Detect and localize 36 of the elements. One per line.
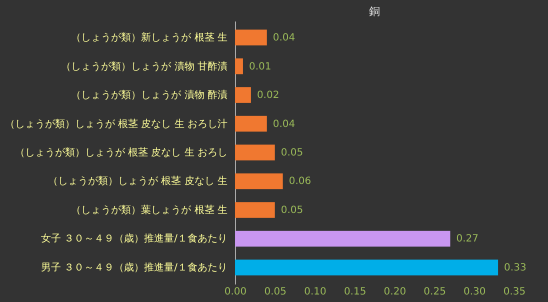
y-tick-label: （しょうが類）しょうが 根茎 皮なし 生 おろし汁: [4, 118, 228, 130]
x-tick-label: 0.35: [503, 286, 526, 298]
y-tick-label: （しょうが類）しょうが 根茎 皮なし 生: [48, 175, 228, 188]
data-label: 0.33: [504, 262, 526, 274]
bar: [235, 173, 283, 190]
y-tick-label: 男子 ３０～４９（歳）推進量/１食あたり: [40, 261, 228, 274]
y-tick-label: （しょうが類）しょうが 漬物 酢漬: [71, 89, 228, 102]
data-label: 0.04: [272, 32, 296, 44]
chart-title: 銅: [369, 5, 380, 18]
x-tick-label: 0.20: [384, 286, 406, 298]
bar: [235, 87, 251, 103]
bar: [235, 260, 498, 276]
data-label: 0.05: [280, 204, 304, 216]
bar: [235, 30, 267, 46]
y-tick-label: （しょうが類）新しょうが 根茎 生: [71, 32, 228, 44]
x-tick-label: 0.15: [344, 286, 366, 298]
bar: [235, 144, 275, 160]
data-label: 0.01: [248, 61, 272, 72]
bar: [235, 202, 275, 218]
x-tick-label: 0.00: [224, 286, 247, 298]
y-tick-label: 女子 ３０～４９（歳）推進量/１食あたり: [40, 232, 228, 245]
bar: [235, 230, 450, 247]
data-label: 0.02: [256, 90, 280, 102]
x-tick-label: 0.10: [304, 286, 326, 298]
x-tick-label: 0.05: [264, 286, 286, 298]
y-tick-label: （しょうが類）しょうが 漬物 甘酢漬: [61, 60, 228, 72]
data-label: 0.06: [288, 176, 312, 188]
y-tick-label: （しょうが類）しょうが 根茎 皮なし 生 おろし: [14, 146, 228, 158]
data-label: 0.27: [456, 234, 478, 245]
y-tick-label: （しょうが類）葉しょうが 根茎 生: [71, 204, 228, 216]
bar: [235, 58, 243, 74]
bar: [235, 116, 267, 132]
data-label: 0.05: [280, 148, 304, 158]
x-tick-label: 0.25: [424, 286, 446, 298]
x-tick-label: 0.30: [464, 286, 486, 298]
data-label: 0.04: [272, 118, 296, 130]
